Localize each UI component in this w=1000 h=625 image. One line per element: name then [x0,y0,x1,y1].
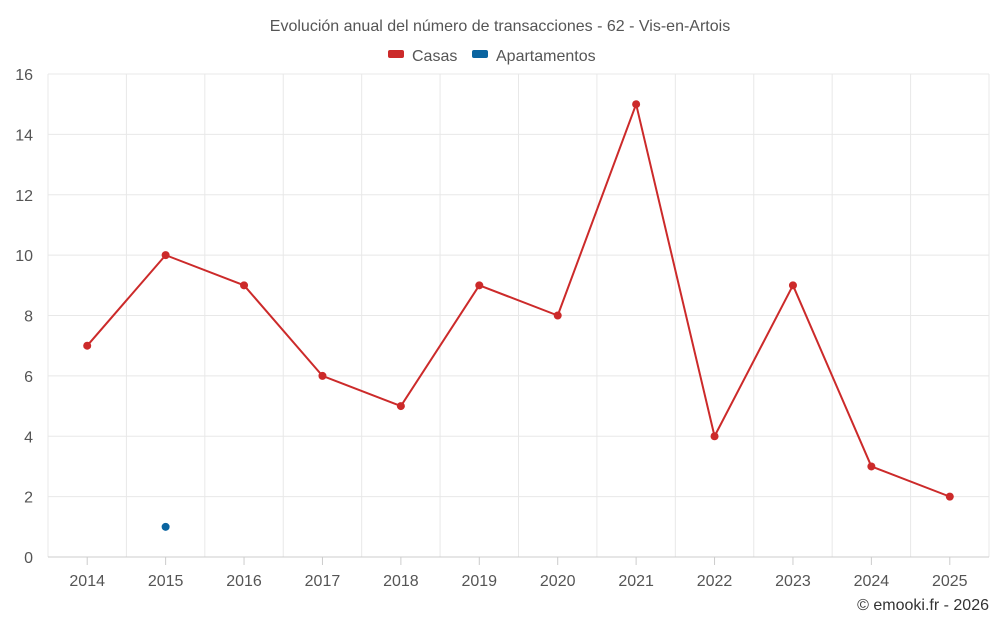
grid [47,73,990,557]
data-point-casas[interactable] [83,341,92,350]
y-tick-label: 8 [24,309,33,326]
x-tick-label: 2021 [618,573,654,590]
data-point-casas[interactable] [161,251,170,260]
x-tick-label: 2017 [305,573,341,590]
x-tick-label: 2020 [540,573,576,590]
series-casas [83,100,954,501]
x-tick-label: 2022 [697,573,733,590]
y-tick-label: 12 [15,188,33,205]
y-tick-label: 4 [24,429,33,446]
data-point-casas[interactable] [318,371,327,380]
x-tick-label: 2019 [461,573,497,590]
x-tick-label: 2025 [932,573,968,590]
x-tick-label: 2018 [383,573,419,590]
y-axis: 0 2 4 6 8 10 12 14 16 [15,67,33,567]
x-tick-label: 2014 [69,573,105,590]
data-point-casas[interactable] [632,100,641,109]
y-tick-label: 10 [15,248,33,265]
y-tick-label: 2 [24,490,33,507]
data-point-casas[interactable] [788,281,797,290]
y-tick-label: 6 [24,369,33,386]
x-tick-label: 2016 [226,573,262,590]
x-tick-label: 2015 [148,573,184,590]
data-point-casas[interactable] [475,281,484,290]
data-point-apartamentos[interactable] [161,522,170,531]
legend[interactable]: Casas Apartamentos [388,48,596,65]
data-point-casas[interactable] [553,311,562,320]
series-apartamentos [161,522,170,531]
data-point-casas[interactable] [396,402,405,411]
y-tick-label: 14 [15,127,33,144]
legend-swatch-apartamentos [472,50,488,58]
data-point-casas[interactable] [240,281,249,290]
legend-label-casas: Casas [412,48,457,65]
series-layer [83,100,954,531]
x-tick-label: 2024 [854,573,890,590]
y-tick-label: 16 [15,67,33,84]
legend-item-casas[interactable]: Casas [388,48,457,65]
legend-swatch-casas [388,50,404,58]
x-tick-label: 2023 [775,573,811,590]
data-point-casas[interactable] [710,432,719,441]
x-axis: 2014 2015 2016 2017 2018 2019 2020 2021 2022 2023… [48,556,989,590]
series-line-casas [86,103,951,498]
credit-text: © emooki.fr - 2026 [857,597,989,614]
legend-item-apartamentos[interactable]: Apartamentos [472,48,596,65]
legend-label-apartamentos: Apartamentos [496,48,596,65]
data-point-casas[interactable] [945,492,954,501]
data-point-casas[interactable] [867,462,876,471]
y-tick-label: 0 [24,550,33,567]
chart-title: Evolución anual del número de transaccio… [270,18,730,35]
